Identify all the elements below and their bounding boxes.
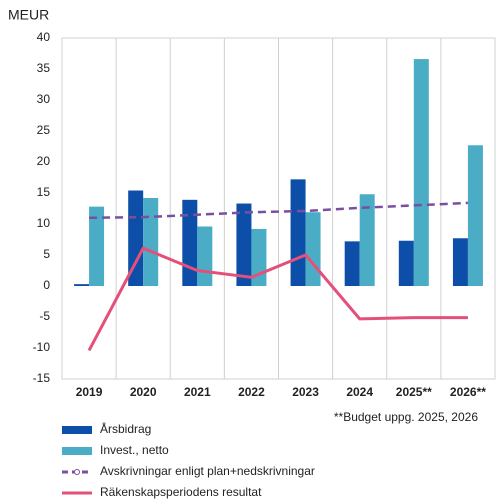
x-tick-label: 2025**	[396, 385, 432, 399]
bar	[89, 206, 105, 286]
y-axis-label: MEUR	[8, 7, 49, 23]
y-tick-label: 0	[43, 278, 50, 292]
y-tick-label: 20	[37, 154, 51, 168]
annotation: **Budget uppg. 2025, 2026	[334, 410, 478, 424]
y-tick-label: 40	[37, 30, 51, 44]
y-tick-label: 35	[37, 61, 51, 75]
bar	[413, 59, 429, 286]
legend-label: Avskrivningar enligt plan+nedskrivningar	[100, 464, 315, 478]
bar	[359, 194, 375, 286]
legend-swatch	[62, 447, 92, 455]
legend-label: Invest., netto	[100, 443, 169, 457]
legend-label: Räkenskapsperiodens resultat	[100, 485, 262, 499]
x-tick-label: 2024	[346, 385, 373, 399]
y-tick-label: -5	[39, 309, 50, 323]
bar	[128, 190, 144, 286]
line	[87, 246, 468, 352]
bar	[74, 284, 90, 286]
legend-marker	[74, 469, 80, 475]
bar	[290, 179, 306, 286]
bar	[182, 199, 198, 286]
legend-swatch	[62, 426, 92, 434]
bar	[344, 241, 360, 286]
legend-label: Årsbidrag	[100, 421, 151, 436]
bar	[467, 145, 483, 286]
bar	[398, 240, 414, 286]
x-tick-label: 2026**	[450, 385, 486, 399]
y-tick-label: 15	[37, 185, 51, 199]
bar	[305, 212, 321, 286]
bar	[197, 226, 213, 286]
x-tick-label: 2021	[184, 385, 211, 399]
y-tick-label: 30	[37, 92, 51, 106]
x-tick-label: 2019	[76, 385, 103, 399]
bar	[143, 197, 159, 286]
y-tick-label: -15	[33, 371, 51, 385]
y-tick-label: 5	[43, 247, 50, 261]
y-tick-label: 25	[37, 123, 51, 137]
y-tick-label: 10	[37, 216, 51, 230]
x-tick-label: 2023	[292, 385, 319, 399]
x-tick-label: 2022	[238, 385, 265, 399]
bar	[452, 238, 468, 286]
bar	[236, 203, 252, 286]
line	[89, 201, 468, 220]
y-tick-label: -10	[33, 340, 51, 354]
x-tick-label: 2020	[130, 385, 157, 399]
